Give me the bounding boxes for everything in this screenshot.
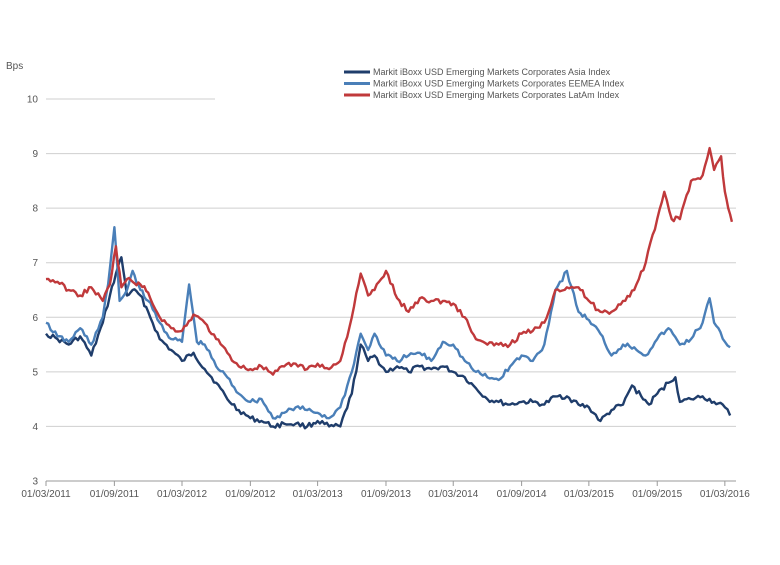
y-tick-label: 6: [32, 313, 38, 324]
x-tick-label: 01/09/2012: [225, 489, 275, 500]
gridlines: [46, 98, 736, 427]
x-tick-label: 01/09/2015: [632, 489, 682, 500]
x-tick-label: 01/03/2012: [157, 489, 207, 500]
y-tick-label: 10: [27, 95, 39, 106]
legend-label: Markit iBoxx USD Emerging Markets Corpor…: [373, 90, 620, 100]
y-tick-label: 7: [32, 258, 38, 269]
series-line-3: [45, 146, 734, 376]
series-lines: [45, 146, 734, 430]
series-line-1: [45, 256, 732, 430]
x-axis: 01/03/2011 01/09/2011 01/03/2012 01/09/2012…: [21, 480, 750, 500]
x-tick-label: 01/03/2011: [21, 489, 71, 500]
x-tick-label: 01/09/2014: [497, 489, 547, 500]
x-tick-label: 01/09/2011: [90, 489, 140, 500]
x-tick-label: 01/03/2016: [700, 489, 750, 500]
y-tick-label: 9: [32, 149, 38, 160]
x-tick-label: 01/03/2014: [428, 489, 478, 500]
legend: Markit iBoxx USD Emerging Markets Corpor…: [344, 67, 625, 100]
series-line-2: [45, 226, 731, 420]
y-tick-label: 4: [32, 422, 38, 433]
legend-label: Markit iBoxx USD Emerging Markets Corpor…: [373, 79, 625, 89]
y-tick-label: 8: [32, 204, 38, 215]
x-tick-label: 01/09/2013: [361, 489, 411, 500]
y-axis: 3 4 5 6 7 8 9 10: [27, 95, 39, 488]
y-axis-label: Bps: [6, 61, 23, 72]
x-tick-label: 01/03/2013: [293, 489, 343, 500]
y-tick-label: 5: [32, 367, 38, 378]
legend-label: Markit iBoxx USD Emerging Markets Corpor…: [373, 67, 611, 77]
y-tick-label: 3: [32, 477, 38, 488]
x-tick-label: 01/03/2015: [564, 489, 614, 500]
